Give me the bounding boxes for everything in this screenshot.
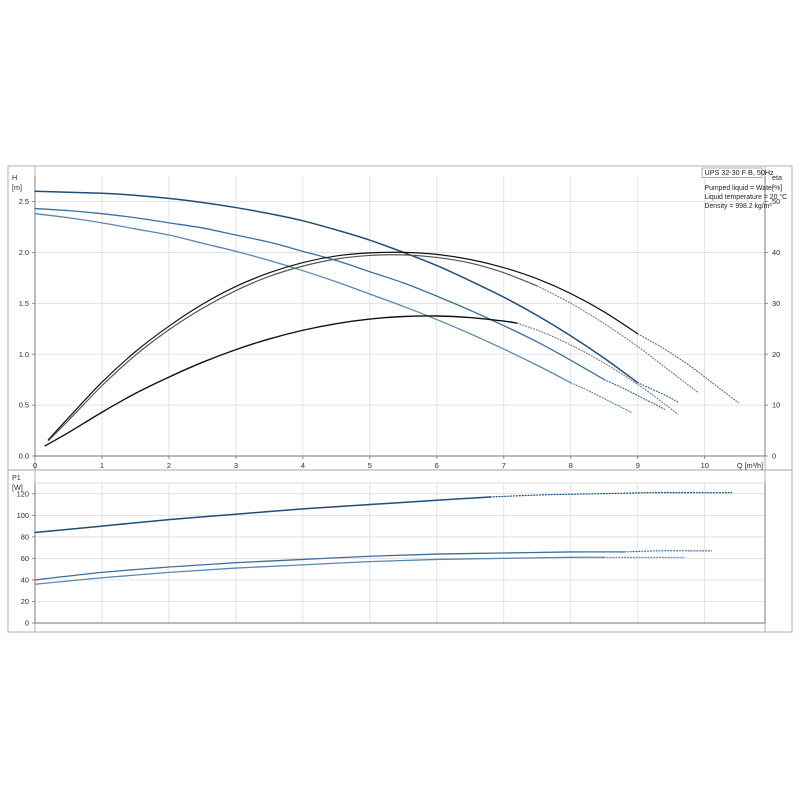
- bottom-ytick-label: 80: [21, 532, 29, 541]
- bottom-ytick-label: 100: [17, 511, 29, 520]
- info-line-0: Pumped liquid = Water: [705, 185, 775, 192]
- top-xtick-label: 10: [701, 461, 709, 470]
- curve-h-speed-2: [34, 207, 605, 381]
- bottom-ytick-label: 40: [21, 576, 29, 585]
- figure-outer-frame: [7, 165, 793, 633]
- top-x-axis-label: Q [m³/h]: [737, 461, 763, 470]
- curve-h-speed-3-reduced-extension: [637, 382, 679, 403]
- curve-p1-speed-3-extension: [489, 492, 733, 498]
- top-y2-axis-label-unit: [%]: [772, 183, 782, 192]
- bottom-ytick-label: 120: [17, 489, 29, 498]
- top-xtick-label: 1: [100, 461, 104, 470]
- curve-h-speed-1: [34, 213, 572, 384]
- curve-eta-speed-3-extension: [637, 333, 739, 404]
- top-y2tick-label: 10: [772, 401, 780, 410]
- top-xtick-label: 7: [502, 461, 506, 470]
- top-y-axis-label-unit: [m]: [12, 183, 22, 192]
- top-ytick-label: 1.0: [19, 350, 29, 359]
- curve-eta-speed-1: [44, 315, 518, 447]
- curve-h-speed-1-extension: [570, 382, 632, 413]
- top-ytick-label: 2.0: [19, 248, 29, 257]
- top-ytick-label: 1.5: [19, 299, 29, 308]
- bottom-ytick-label: 0: [25, 619, 29, 628]
- info-line-2: Density = 998.2 kg/m³: [705, 203, 773, 210]
- curve-p1-speed-1: [34, 556, 605, 585]
- top-xtick-label: 6: [435, 461, 439, 470]
- curve-h-speed-3: [34, 190, 639, 384]
- top-xtick-label: 8: [569, 461, 573, 470]
- info-line-1: Liquid temperature = 20 °C: [705, 193, 788, 201]
- top-xtick-label: 5: [368, 461, 372, 470]
- curve-eta-speed-1-extension: [516, 322, 679, 415]
- top-y2tick-label: 50: [772, 197, 780, 206]
- bottom-ytick-label: 60: [21, 554, 29, 563]
- curve-eta-speed-2: [47, 254, 538, 442]
- top-xtick-label: 3: [234, 461, 238, 470]
- top-ytick-label: 0.0: [19, 452, 29, 461]
- top-xtick-label: 9: [636, 461, 640, 470]
- top-ytick-label: 2.5: [19, 197, 29, 206]
- top-y2tick-label: 30: [772, 299, 780, 308]
- curve-p1-speed-2: [34, 551, 626, 581]
- model-title: UPS 32-30 F B, 50Hz: [705, 168, 775, 177]
- title-box-border: [701, 167, 763, 178]
- top-y-axis-label-name: H: [12, 173, 17, 182]
- top-y2tick-label: 40: [772, 248, 780, 257]
- top-ytick-label: 0.5: [19, 401, 29, 410]
- curve-h-speed-2-extension: [603, 379, 666, 410]
- bottom-y-axis-label-name: P1: [12, 473, 21, 482]
- top-xtick-label: 0: [33, 461, 37, 470]
- curve-p1-speed-3: [34, 496, 492, 534]
- top-y2tick-label: 20: [772, 350, 780, 359]
- bottom-ytick-label: 20: [21, 597, 29, 606]
- top-xtick-label: 2: [167, 461, 171, 470]
- top-y2-axis-label-name: eta: [772, 173, 782, 182]
- top-xtick-label: 4: [301, 461, 305, 470]
- curve-p1-speed-2-extension: [623, 550, 713, 553]
- top-y2tick-label: 0: [772, 452, 776, 461]
- curve-eta-speed-3: [47, 251, 639, 441]
- bottom-y-axis-label-unit: [W]: [12, 483, 23, 492]
- curve-eta-speed-2-extension: [536, 285, 699, 393]
